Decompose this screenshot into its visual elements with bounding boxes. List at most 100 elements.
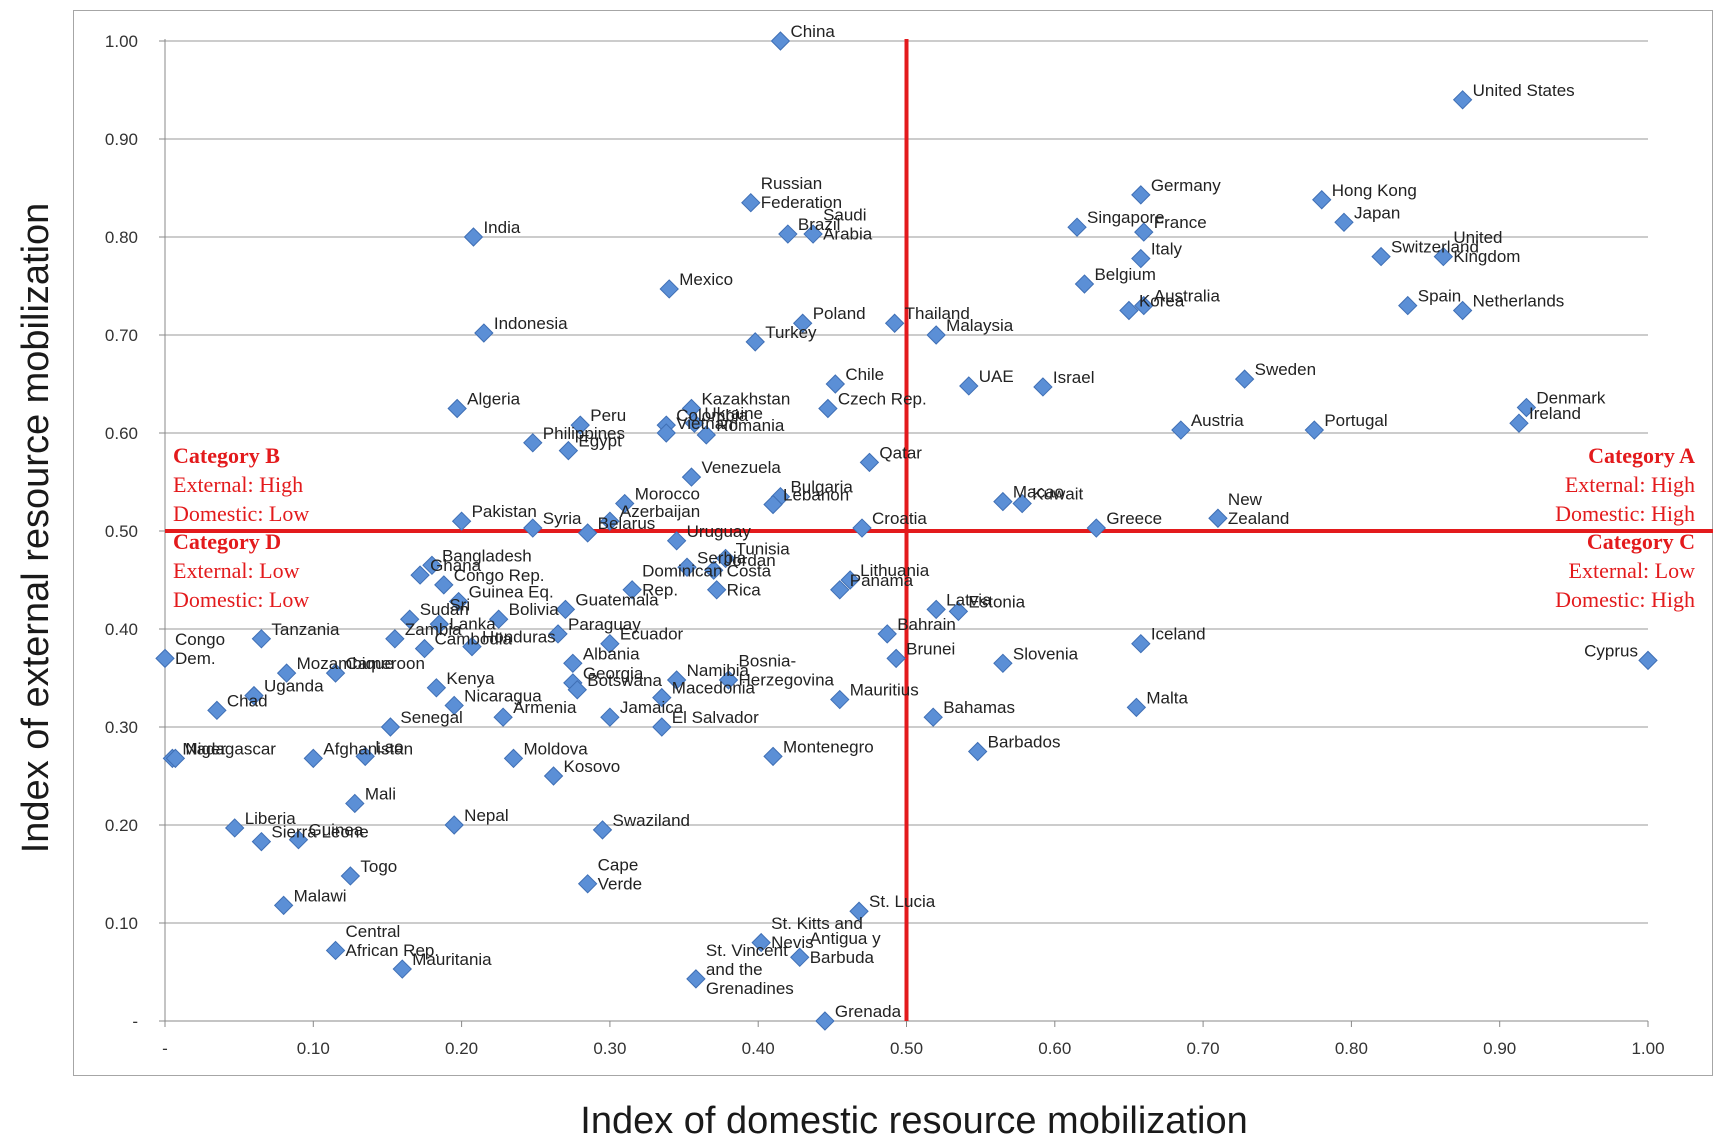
data-point [447,398,467,419]
point-label: Sri Lanka [449,596,496,634]
data-point [543,766,564,786]
x-tick-label: 0.50 [890,1039,923,1058]
point-label: Belgium [1094,265,1155,284]
data-point [859,452,880,473]
category-a-line-2: Domestic: High [1555,501,1695,526]
data-point [718,670,739,690]
point-label: Senegal [400,708,462,727]
point-label: Belarus [598,514,656,533]
point-label: Latvia [946,590,992,609]
data-point [993,653,1013,674]
data-point [325,940,346,961]
point-label: Kosovo [564,757,621,776]
point-label: Qatar [879,443,922,462]
data-point [1126,697,1147,718]
point-label: Jamaica [620,698,684,717]
data-point [325,663,346,683]
point-label: Malta [1146,688,1188,707]
y-tick-label: 0.80 [105,228,138,247]
point-label: Costa Rica [727,561,772,599]
point-label: Guinea Eq. [469,583,554,602]
data-point [818,398,838,419]
point-label: Korea [1139,292,1185,311]
point-label: Namibia [687,661,750,680]
data-point [251,629,272,649]
category-d-line-2: Domestic: Low [173,587,310,612]
data-point [825,374,846,394]
data-point [1638,650,1658,671]
point-label: Guatemala [575,590,659,609]
point-label: Brazil [798,215,841,234]
data-point [1067,217,1087,237]
point-label: UAE [979,367,1014,386]
data-point [380,717,401,737]
data-point [1516,397,1537,418]
point-label: Ireland [1529,404,1581,423]
data-point [967,741,988,762]
data-point [849,901,869,921]
point-label: Liberia [245,809,297,828]
data-point [563,653,583,674]
category-c-name: Category C [1586,529,1695,554]
x-axis-title: Index of domestic resource mobilization [580,1100,1247,1135]
data-point [751,932,771,953]
point-label: Tunisia [736,539,791,558]
x-tick-label: 0.80 [1335,1039,1368,1058]
data-point [600,511,620,531]
point-label: Indonesia [494,314,568,333]
data-point [558,440,579,461]
point-label: Mauritania [412,950,492,969]
data-point [414,638,435,659]
y-axis-title: Index of external resource mobilization [15,203,57,854]
point-label: Vietnam [676,414,738,433]
point-label: Uganda [264,677,324,696]
data-point [652,687,672,708]
point-label: Jordan [724,551,776,570]
x-tick-label: - [162,1039,168,1058]
point-label: Bosnia-Herzegovina [739,651,835,689]
y-tick-label: 0.50 [105,522,138,541]
data-point [1371,246,1391,267]
point-label: Lao [375,737,403,756]
category-c-line-1: External: Low [1568,558,1695,583]
point-label: Romania [716,416,785,435]
data-point [273,895,294,916]
data-point [790,947,810,968]
data-point [1131,633,1151,654]
data-point [615,493,635,514]
y-tick-label: 0.60 [105,424,138,443]
data-point [288,829,309,850]
point-label: Kuwait [1032,485,1083,504]
data-point [1304,420,1325,440]
point-label: Tanzania [271,620,340,639]
data-point [577,874,598,894]
data-point [462,636,482,657]
point-label: Chile [845,365,884,384]
data-point [1074,274,1095,294]
point-label: Portugal [1324,411,1387,430]
data-point [778,224,798,244]
data-point [555,599,576,620]
point-label: Syria [543,509,582,528]
data-point [224,818,245,838]
data-point [681,467,702,487]
point-label: Botswana [587,671,662,690]
point-label: Thailand [905,304,970,323]
point-label: Switzerland [1391,238,1479,257]
point-label: Congo Dem. [175,630,225,668]
data-point [422,555,442,576]
category-b-label: Category B External: High Domestic: Low [173,441,309,528]
point-label: Peru [590,406,626,425]
data-point [600,707,620,727]
category-a-name: Category A [1588,443,1695,468]
point-label: Hong Kong [1332,181,1417,200]
point-label: Cambodia [435,630,513,649]
y-tick-label: 1.00 [105,32,138,51]
point-label: Niger [185,739,226,758]
data-point [770,31,791,51]
data-point [207,700,227,721]
data-point [340,866,361,886]
point-label: Bahrain [897,615,956,634]
data-point [523,433,543,453]
point-label: Togo [360,857,397,876]
